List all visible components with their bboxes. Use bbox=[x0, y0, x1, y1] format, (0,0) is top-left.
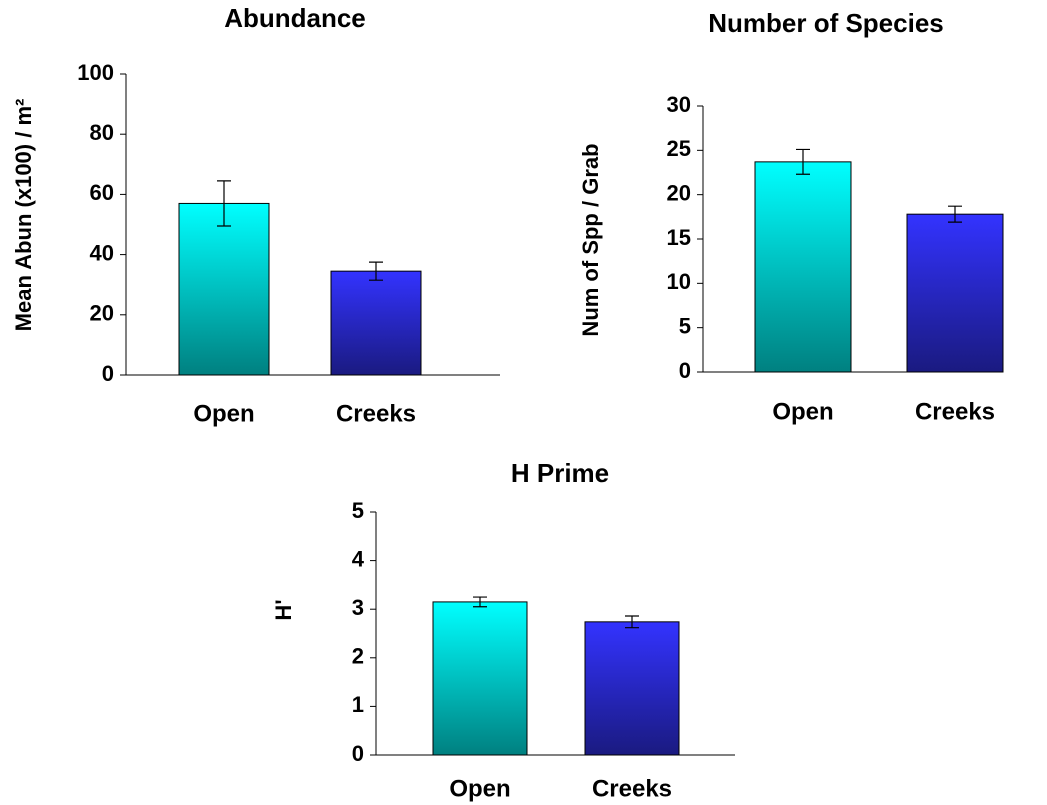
chart-title: Abundance bbox=[224, 3, 366, 33]
error-bar bbox=[948, 205, 962, 223]
bar bbox=[330, 270, 422, 376]
bar bbox=[584, 621, 680, 756]
y-tick-label: 10 bbox=[667, 269, 691, 294]
y-axis-label: Mean Abun (x100) / m² bbox=[11, 99, 36, 332]
y-tick-label: 1 bbox=[352, 692, 364, 717]
error-bar bbox=[369, 261, 383, 281]
bar bbox=[906, 213, 1004, 373]
y-tick-label: 4 bbox=[352, 546, 365, 571]
y-tick-label: 60 bbox=[90, 180, 114, 205]
x-tick-label: Creeks bbox=[915, 398, 995, 425]
error-bar bbox=[217, 180, 231, 227]
y-tick-label: 2 bbox=[352, 644, 364, 669]
error-bar bbox=[625, 615, 639, 629]
y-tick-label: 25 bbox=[667, 136, 691, 161]
x-tick-label: Creeks bbox=[592, 775, 672, 802]
y-tick-label: 40 bbox=[90, 240, 114, 265]
y-tick-label: 20 bbox=[667, 180, 691, 205]
y-tick-label: 20 bbox=[90, 301, 114, 326]
y-tick-label: 0 bbox=[352, 741, 364, 766]
y-tick-label: 3 bbox=[352, 595, 364, 620]
y-tick-label: 100 bbox=[77, 60, 114, 85]
bar bbox=[432, 601, 528, 756]
bar bbox=[754, 161, 852, 373]
y-tick-label: 30 bbox=[667, 92, 691, 117]
y-tick-label: 5 bbox=[679, 313, 691, 338]
y-axis-label: Num of Spp / Grab bbox=[578, 143, 603, 336]
bar bbox=[178, 202, 270, 376]
y-tick-label: 0 bbox=[679, 358, 691, 383]
x-tick-label: Open bbox=[772, 398, 833, 425]
error-bar bbox=[473, 596, 487, 608]
y-tick-label: 80 bbox=[90, 120, 114, 145]
y-axis-label: H' bbox=[271, 599, 296, 620]
error-bar bbox=[796, 148, 810, 175]
y-tick-label: 15 bbox=[667, 225, 691, 250]
chart-title: H Prime bbox=[511, 458, 609, 488]
x-tick-label: Open bbox=[449, 775, 510, 802]
y-tick-label: 0 bbox=[102, 361, 114, 386]
chart-title: Number of Species bbox=[708, 8, 944, 38]
x-tick-label: Creeks bbox=[336, 400, 416, 427]
y-tick-label: 5 bbox=[352, 498, 364, 523]
x-tick-label: Open bbox=[193, 400, 254, 427]
